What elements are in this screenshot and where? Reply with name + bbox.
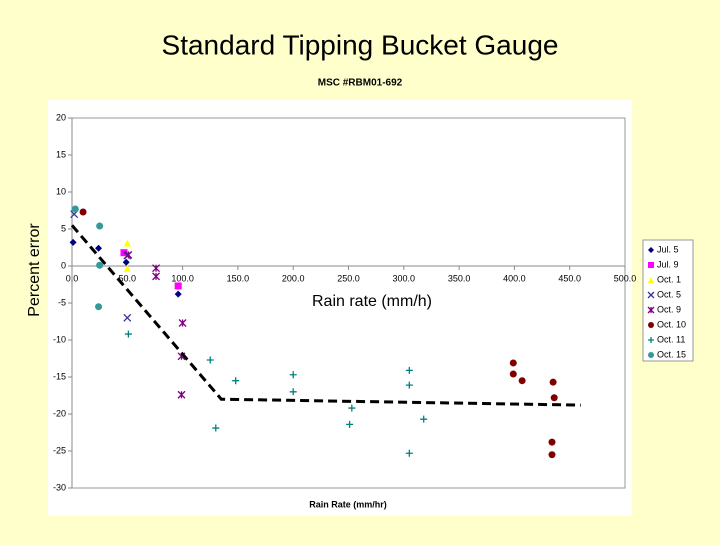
point bbox=[420, 415, 428, 423]
y-axis-title: Percent error bbox=[26, 223, 43, 317]
point bbox=[95, 244, 103, 252]
legend-marker bbox=[647, 306, 655, 314]
legend-label: Oct. 9 bbox=[657, 304, 681, 314]
plot-area bbox=[71, 117, 626, 489]
legend-label: Jul. 9 bbox=[657, 259, 679, 269]
legend-label: Oct. 1 bbox=[657, 274, 681, 284]
y-tick-label: 15 bbox=[56, 149, 66, 159]
legend-label: Oct. 15 bbox=[657, 349, 686, 359]
y-tick-label: -20 bbox=[53, 408, 66, 418]
x-tick-label: 150.0 bbox=[227, 273, 250, 283]
legend-marker bbox=[648, 352, 654, 358]
point bbox=[174, 290, 182, 298]
x-tick-label: 200.0 bbox=[282, 273, 305, 283]
point bbox=[550, 394, 558, 402]
legend-label: Oct. 10 bbox=[657, 319, 686, 329]
point bbox=[96, 222, 104, 230]
point bbox=[123, 313, 132, 322]
point bbox=[123, 264, 131, 272]
point bbox=[405, 381, 413, 389]
point bbox=[79, 208, 87, 216]
x-tick-label: 250.0 bbox=[337, 273, 360, 283]
point bbox=[548, 451, 556, 459]
slide-title: Standard Tipping Bucket Gauge bbox=[162, 29, 559, 60]
x-tick-label: 400.0 bbox=[503, 273, 526, 283]
y-tick-label: 10 bbox=[56, 186, 66, 196]
legend-marker bbox=[648, 337, 654, 343]
point bbox=[206, 356, 214, 364]
x-tick-label: 450.0 bbox=[558, 273, 581, 283]
chart-title: MSC #RBM01-692 bbox=[318, 78, 403, 89]
y-tick-label: -15 bbox=[53, 371, 66, 381]
legend-marker bbox=[647, 291, 655, 299]
chart-x-label: Rain Rate (mm/hr) bbox=[309, 499, 387, 509]
y-tick-label: 0 bbox=[61, 260, 66, 270]
legend-label: Jul. 5 bbox=[657, 244, 679, 254]
legend-marker bbox=[648, 247, 654, 253]
y-tick-label: -30 bbox=[53, 482, 66, 492]
point bbox=[96, 261, 104, 269]
point bbox=[152, 272, 161, 281]
point bbox=[124, 250, 133, 259]
point bbox=[177, 390, 186, 399]
point bbox=[69, 238, 77, 246]
point bbox=[405, 366, 413, 374]
point bbox=[174, 282, 182, 290]
y-tick-label: 5 bbox=[61, 223, 66, 233]
legend-marker bbox=[648, 277, 654, 283]
point bbox=[178, 319, 187, 327]
point bbox=[509, 359, 517, 367]
point bbox=[95, 303, 103, 311]
point bbox=[289, 388, 297, 396]
point bbox=[405, 449, 413, 457]
point bbox=[348, 404, 356, 412]
x-tick-label: 50.0 bbox=[119, 273, 137, 283]
point bbox=[289, 371, 297, 379]
y-tick-label: -25 bbox=[53, 445, 66, 455]
x-tick-label: 300.0 bbox=[393, 273, 416, 283]
point bbox=[346, 420, 354, 428]
legend-label: Oct. 11 bbox=[657, 334, 685, 344]
fit-line bbox=[70, 224, 581, 407]
y-tick-label: -10 bbox=[53, 334, 66, 344]
point bbox=[549, 378, 557, 386]
point bbox=[71, 205, 79, 213]
point bbox=[152, 264, 161, 273]
y-tick-label: 20 bbox=[56, 112, 66, 122]
point bbox=[124, 330, 132, 338]
point bbox=[518, 377, 526, 385]
point bbox=[123, 239, 131, 247]
x-tick-label: 100.0 bbox=[171, 273, 194, 283]
point bbox=[548, 438, 556, 446]
point bbox=[122, 258, 130, 266]
x-axis-title: Rain rate (mm/h) bbox=[312, 293, 432, 310]
x-tick-label: 500.0 bbox=[614, 273, 637, 283]
y-tick-label: -5 bbox=[58, 297, 66, 307]
legend-marker bbox=[648, 262, 654, 268]
x-tick-label: 0.0 bbox=[66, 273, 79, 283]
point bbox=[509, 370, 517, 378]
legend-marker bbox=[648, 322, 654, 328]
x-tick-label: 350.0 bbox=[448, 273, 471, 283]
point bbox=[232, 377, 240, 385]
point bbox=[212, 424, 220, 432]
legend-label: Oct. 5 bbox=[657, 289, 681, 299]
